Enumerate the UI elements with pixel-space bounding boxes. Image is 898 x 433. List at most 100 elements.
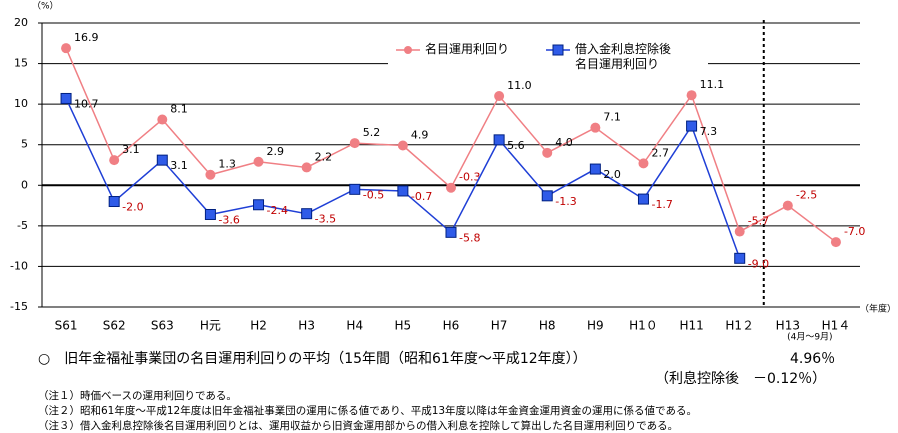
y-tick-label: 5 [21, 138, 28, 151]
data-label: -0.7 [411, 190, 432, 203]
x-tick-label: S63 [151, 319, 174, 333]
data-label: -2.4 [267, 204, 288, 217]
marker [349, 138, 360, 149]
marker [638, 158, 649, 169]
data-label: 10.7 [74, 97, 99, 110]
data-label: -0.3 [459, 171, 480, 184]
marker [541, 190, 553, 202]
series-line [65, 98, 741, 259]
chart: （%） （年度） -15 -10 -5 0 5 10 15 20 S61 S62 S63 H元 H2 H3… [10, 1, 896, 343]
data-label: 7.3 [700, 125, 718, 138]
x-tick-label: H1０ [629, 319, 658, 333]
note: （注３）借入金利息控除後名目運用利回りとは、運用収益から旧資金運用部からの借入利… [38, 420, 679, 432]
y-unit: （%） [32, 1, 59, 12]
data-label: -7.0 [844, 225, 865, 238]
x-tick-label: H4 [346, 319, 363, 333]
data-label: 5.6 [507, 139, 525, 152]
data-label: 11.1 [700, 78, 725, 91]
data-label: -1.7 [651, 198, 672, 211]
y-tick-label: 0 [21, 178, 28, 191]
marker [157, 114, 168, 125]
x-tick-label: S61 [55, 319, 78, 333]
data-label: 3.1 [170, 159, 188, 172]
data-label: 4.9 [411, 129, 429, 142]
legend-label: 借入金利息控除後 名目運用利回り [575, 42, 672, 71]
data-label: -0.5 [363, 188, 384, 201]
data-label: -1.3 [555, 195, 576, 208]
marker [446, 182, 456, 193]
legend-marker [552, 44, 564, 56]
x-unit: （年度） [860, 303, 896, 315]
y-tick-label: -5 [17, 219, 28, 232]
marker [397, 140, 408, 151]
marker [253, 156, 264, 167]
data-label: 2.9 [267, 145, 285, 158]
marker [205, 169, 216, 180]
marker [61, 43, 72, 54]
marker [542, 147, 553, 158]
data-label: -5.8 [459, 231, 480, 244]
data-label: 7.1 [603, 111, 621, 124]
x-tick-label: H7 [491, 319, 508, 333]
marker [301, 162, 312, 173]
note: （注２）昭和61年度～平成12年度は旧年金福祉事業団の運用に係る値であり、平成1… [38, 405, 697, 417]
marker [204, 208, 216, 220]
y-tick-label: -15 [10, 300, 28, 313]
marker [301, 208, 313, 220]
marker [109, 155, 120, 166]
x-tick-label: S62 [103, 319, 126, 333]
marker [686, 90, 697, 101]
data-label: 2.2 [315, 150, 333, 163]
x-tick-label: H1２ [725, 319, 754, 333]
y-tick-label: 10 [14, 97, 28, 110]
x-tick-label: H6 [443, 319, 460, 333]
marker [60, 92, 72, 104]
y-tick-label: -10 [10, 259, 28, 272]
x-tick-label: H5 [395, 319, 412, 333]
legend-box [388, 40, 708, 76]
note: （注１）時価ベースの運用利回りである。 [38, 390, 237, 402]
marker [494, 91, 505, 102]
x-tick-label: H1４ [822, 319, 851, 333]
x-tick-label: H11 [679, 319, 703, 333]
marker [830, 237, 841, 248]
marker [349, 183, 361, 195]
marker [156, 154, 168, 166]
summary-average: 4.96％ [790, 351, 836, 367]
data-label: 3.1 [122, 143, 140, 156]
data-label: -3.5 [315, 213, 336, 226]
marker [734, 226, 745, 237]
marker [589, 163, 601, 175]
data-label: -2.5 [796, 189, 817, 202]
data-label: -3.6 [218, 213, 239, 226]
data-label: -2.0 [122, 201, 143, 214]
data-label: -5.7 [748, 215, 769, 228]
y-tick-label: 20 [14, 16, 28, 29]
summary: ○ 旧年金福祉事業団の名目運用利回りの平均（15年間（昭和61年度～平成12年度… [38, 351, 587, 367]
marker [782, 200, 793, 211]
marker [397, 185, 409, 197]
marker [108, 196, 120, 208]
legend-label: 名目運用利回り [425, 42, 510, 56]
data-label: 8.1 [170, 103, 188, 116]
marker [686, 120, 698, 132]
x-note: (4月～9月) [787, 332, 832, 343]
x-tick-label: H8 [539, 319, 556, 333]
summary-net: （利息控除後 －0.12％） [655, 371, 827, 387]
data-label: 1.3 [218, 158, 236, 171]
marker [590, 122, 601, 133]
marker [253, 199, 265, 211]
y-tick-label: 15 [14, 57, 28, 70]
x-tick-label: H13 [776, 319, 800, 333]
legend-marker [404, 46, 412, 54]
data-label: 11.0 [507, 79, 532, 92]
marker [734, 252, 746, 264]
data-label: 2.0 [603, 168, 621, 181]
marker [445, 226, 457, 238]
marker [637, 193, 649, 205]
x-tick-label: H9 [587, 319, 604, 333]
data-label: 16.9 [74, 31, 99, 44]
data-label: -9.0 [748, 257, 769, 270]
data-label: 4.0 [555, 136, 573, 149]
